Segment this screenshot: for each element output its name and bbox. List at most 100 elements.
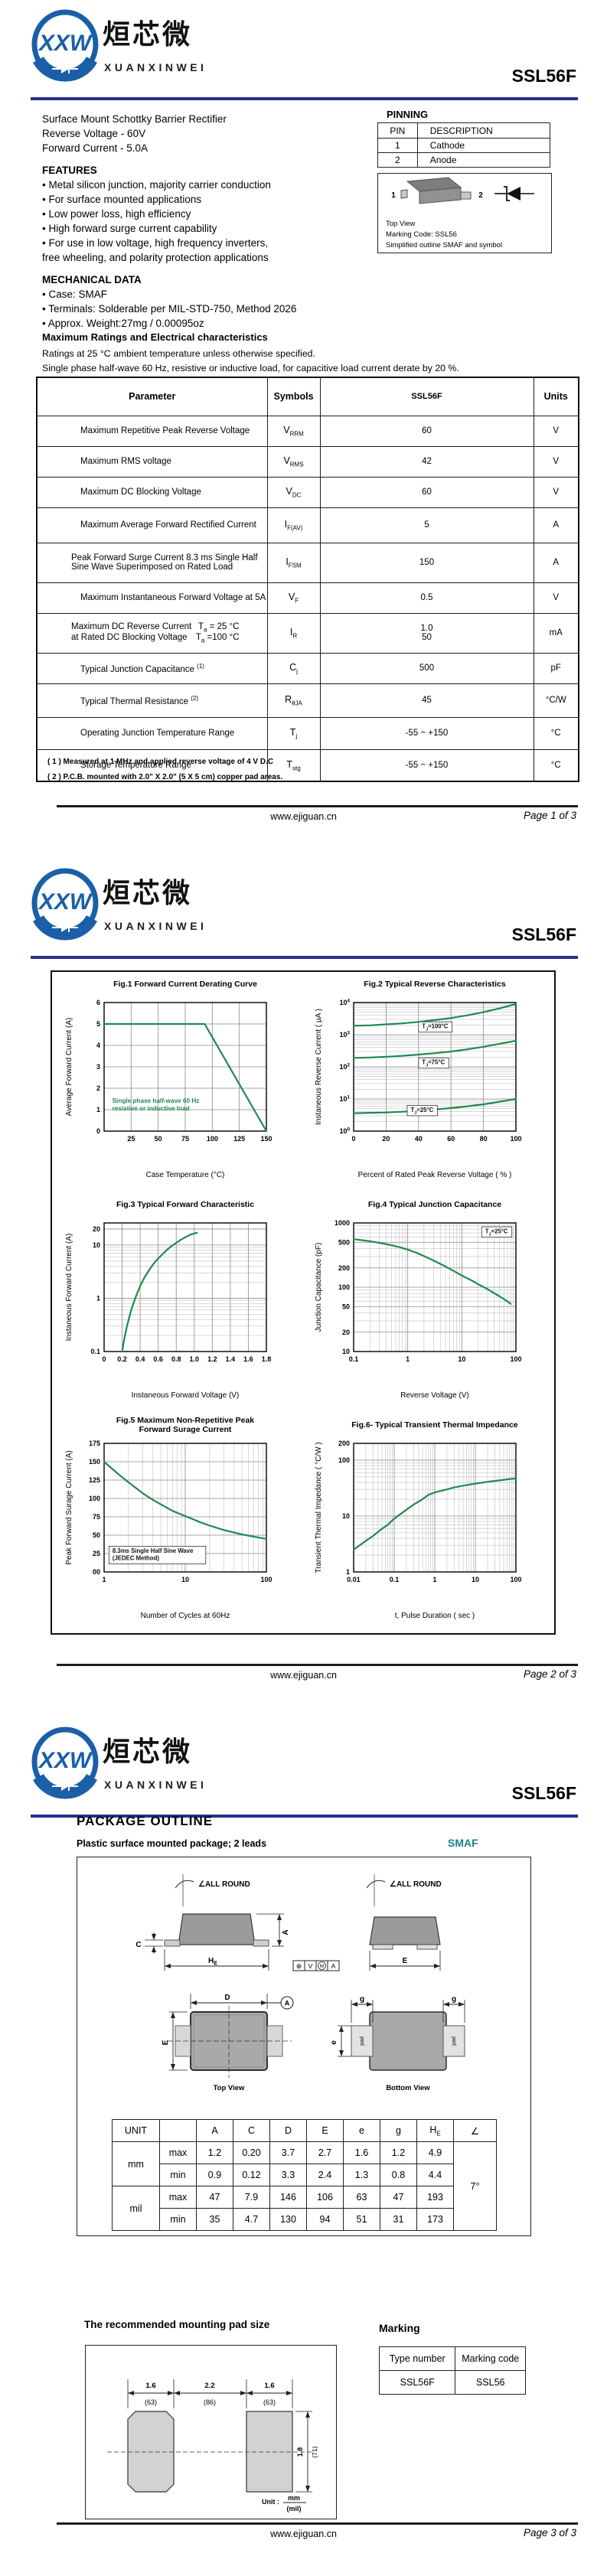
package-outline-title: PACKAGE OUTLINE (77, 1814, 214, 1828)
table-row: Maximum Instantaneous Forward Voltage at… (36, 582, 579, 614)
pad-dim-mil: (63) (263, 2398, 276, 2406)
footer-website: www.ejiguan.cn (270, 1670, 337, 1681)
param-cell: Storage Temperature Range (36, 748, 268, 782)
pinning-table: PIN DESCRIPTION 1 Cathode 2 Anode (377, 122, 551, 168)
svg-text:XXW: XXW (38, 31, 93, 56)
ratings-condition-line: Ratings at 25 °C ambient temperature unl… (42, 348, 315, 359)
datum-a-label: A (285, 2000, 290, 2007)
outline-symbol-box: 1 2 Top View Marking Code: SSL56 Simplif… (377, 173, 552, 253)
svg-text:Transient Thermal Impedance (: Transient Thermal Impedance ( °C/W ) (315, 1442, 323, 1573)
feature-item: • Low power loss, high efficiency (42, 208, 191, 220)
brand-latin-name: XUANXINWEI (104, 1779, 207, 1791)
unit-cell: °C (533, 716, 579, 750)
unit-mm: mm (288, 2494, 300, 2502)
feature-item: • Metal silicon junction, majority carri… (42, 179, 271, 191)
param-cell: Maximum RMS voltage (36, 445, 268, 478)
symbol-cell: IFSM (266, 542, 321, 583)
value-cell: 0.5 (319, 582, 534, 614)
svg-text:TJ=25°C: TJ=25°C (485, 1228, 508, 1237)
table-row: Maximum RMS voltage VRMS 42 V (36, 445, 579, 478)
angle-value: 7° (453, 2141, 497, 2231)
pad-dim-mil: (86) (204, 2398, 216, 2406)
dim-value: 0.20 (233, 2141, 270, 2164)
table-row: SSL56F SSL56 (378, 2370, 526, 2395)
marking-code-header: Marking code (455, 2346, 526, 2371)
svg-text:125: 125 (233, 1135, 245, 1143)
description-line: Forward Current - 5.0A (42, 142, 148, 154)
dim-value: 35 (196, 2208, 233, 2231)
pin-header: PIN (377, 122, 418, 139)
svg-text:50: 50 (93, 1531, 100, 1539)
svg-text:10: 10 (93, 1241, 100, 1249)
svg-text:100: 100 (207, 1135, 218, 1143)
table-row: Maximum DC Blocking Voltage VDC 60 V (36, 476, 579, 508)
svg-text:3: 3 (96, 1063, 100, 1071)
param-cell: Maximum Average Forward Rectified Curren… (36, 507, 268, 543)
table-row: mm max 1.2 0.20 3.7 2.7 1.6 1.2 4.9 7° (112, 2141, 497, 2231)
symbol-cell: Tj (266, 716, 321, 750)
svg-text:100: 100 (89, 1495, 100, 1502)
svg-text:25: 25 (127, 1135, 135, 1143)
svg-text:Fig.3 Typical Forward Charact: Fig.3 Typical Forward Characteristic (116, 1200, 254, 1209)
units-header: Units (533, 377, 579, 416)
unit-cell: °C/W (533, 683, 579, 718)
brand-chinese-name: 烜芯微 (103, 877, 193, 908)
dim-header: g (380, 2119, 417, 2142)
dim-value: 193 (416, 2186, 454, 2209)
dim-value: 173 (416, 2208, 454, 2231)
marking-table: Type number Marking code SSL56F SSL56 (378, 2346, 526, 2395)
dim-g-label: g (452, 1995, 456, 2004)
marking-code-value: SSL56 (455, 2370, 526, 2395)
param-cell: Maximum Instantaneous Forward Voltage at… (36, 582, 268, 614)
brand-latin-name: XUANXINWEI (104, 920, 207, 932)
value-cell: 1.0 50 (319, 612, 534, 654)
table-row: Maximum Repetitive Peak Reverse Voltage … (36, 415, 579, 447)
svg-text:0.4: 0.4 (135, 1355, 145, 1363)
svg-text:50: 50 (342, 1303, 350, 1310)
svg-text:0: 0 (351, 1135, 355, 1143)
svg-text:Peak Forward Surage Current (A: Peak Forward Surage Current (A) (65, 1450, 73, 1565)
package-outline-drawing: ∠ALL ROUND C A HE (135, 1874, 465, 2092)
unit-cell: mm (112, 2141, 160, 2186)
svg-text:100: 100 (338, 1283, 350, 1291)
svg-text:t, Pulse Duration ( sec ): t, Pulse Duration ( sec ) (395, 1612, 475, 1620)
symbol-cell: VF (266, 582, 321, 614)
svg-text:20: 20 (382, 1135, 390, 1143)
svg-text:Fig.6- Typical Transient Therm: Fig.6- Typical Transient Thermal Impedan… (351, 1420, 518, 1430)
svg-text:0.6: 0.6 (153, 1355, 163, 1363)
svg-text:1.2: 1.2 (207, 1355, 217, 1363)
limit-cell: max (159, 2141, 197, 2164)
page-2: XXW 烜芯微 XUANXINWEI SSL56F 25 50 75 100 125 15… (0, 859, 607, 1717)
svg-text:1.8: 1.8 (262, 1355, 272, 1363)
footnote: ( 1 ) Measured at 1 MHz and applied reve… (47, 758, 274, 766)
svg-text:TJ=75°C: TJ=75°C (422, 1059, 445, 1068)
svg-text:80: 80 (480, 1135, 488, 1143)
svg-text:XXW: XXW (38, 1748, 93, 1773)
description-block: Surface Mount Schottky Barrier Rectifier… (42, 112, 227, 155)
svg-text:10: 10 (342, 1348, 350, 1355)
dim-e-label: E (162, 2040, 170, 2045)
table-header-row: Type number Marking code (378, 2346, 526, 2371)
dim-value: 63 (343, 2186, 380, 2209)
dim-value: 0.8 (380, 2164, 417, 2186)
value-cell: -55 ~ +150 (319, 748, 534, 782)
svg-text:0.1: 0.1 (90, 1348, 100, 1355)
tolerance-frame: ⊕ V M A (292, 1960, 340, 1971)
footnotes: ( 1 ) Measured at 1 MHz and applied reve… (47, 755, 282, 785)
dim-value: 130 (269, 2208, 307, 2231)
symbol-cell: IR (266, 612, 321, 654)
pad-height: 1.8 (296, 2447, 304, 2457)
unit-cell: mil (112, 2186, 160, 2231)
param-cell: Peak Forward Surge Current 8.3 ms Single… (36, 542, 268, 583)
table-row: min 35 4.7 130 94 51 31 173 (113, 2208, 497, 2231)
fig3-typical-forward-characteristic: 0 0.2 0.4 0.6 0.8 1.0 1.2 1.4 1.6 1.8 0.1 1 10 20 Fig.… (61, 1194, 291, 1402)
svg-text:100: 100 (338, 1456, 350, 1464)
pad-dim: 2.2 (204, 2382, 214, 2390)
pad-label: pad (452, 2036, 457, 2046)
svg-text:1: 1 (96, 1295, 100, 1303)
package-and-symbol-drawing: 1 2 (391, 177, 534, 204)
svg-text:0: 0 (96, 1127, 100, 1135)
part-number: SSL56F (511, 1783, 576, 1803)
dim-he-label: HE (208, 1957, 217, 1967)
fig1-forward-current-derating-curve: 25 50 75 100 125 150 0 1 2 3 4 5 6 Single phase half-… (61, 973, 291, 1182)
